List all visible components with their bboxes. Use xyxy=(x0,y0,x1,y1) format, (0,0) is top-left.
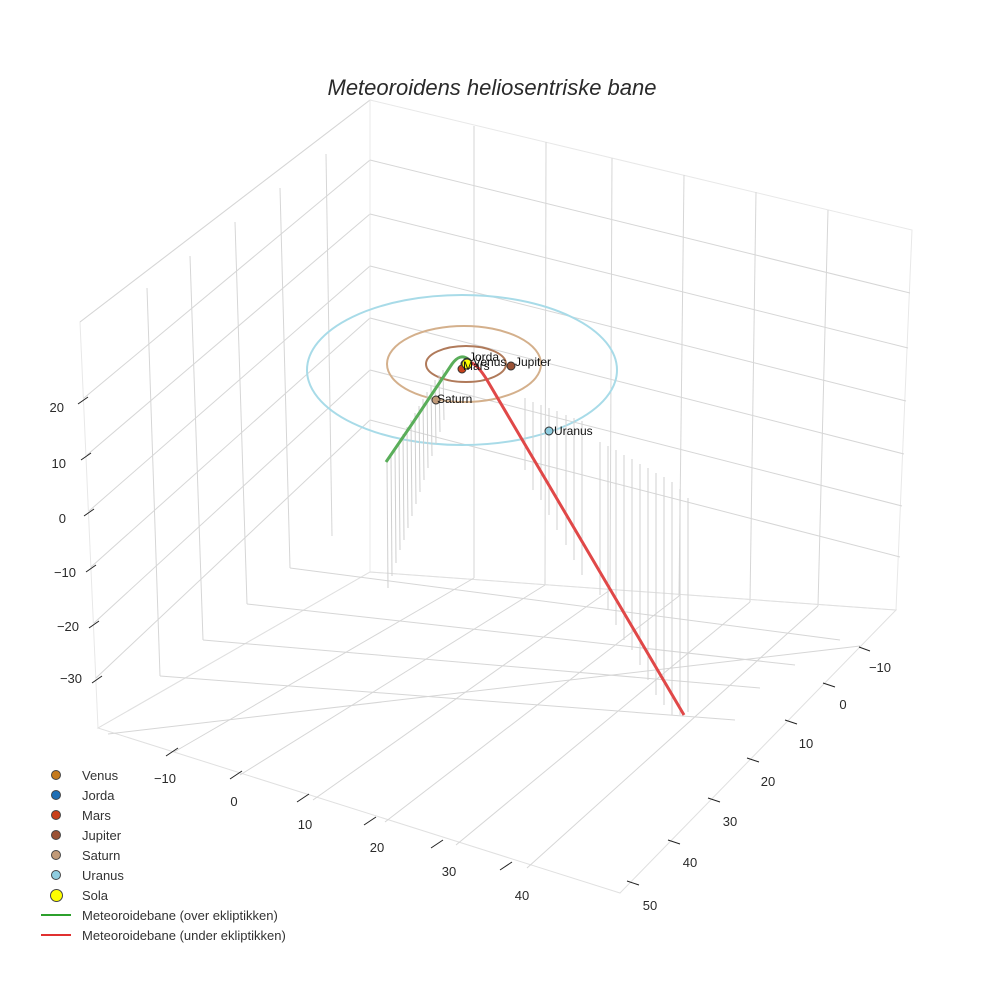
svg-text:50: 50 xyxy=(643,898,657,913)
legend-label: Meteoroidebane (over ekliptikken) xyxy=(82,907,278,923)
jupiter-legend-icon xyxy=(51,830,61,840)
sola-marker xyxy=(461,358,473,370)
svg-text:0: 0 xyxy=(230,794,237,809)
uranus-marker xyxy=(544,426,554,436)
green-line-legend-icon xyxy=(41,914,71,916)
svg-text:Mars: Mars xyxy=(463,359,490,373)
legend-label: Venus xyxy=(82,767,119,783)
legend-item-jorda[interactable]: Jorda xyxy=(36,785,286,805)
svg-text:0: 0 xyxy=(59,511,66,526)
svg-text:10: 10 xyxy=(799,736,813,751)
legend: Venus Jorda Mars Jupiter Saturn Uranus S… xyxy=(36,765,286,945)
svg-text:0: 0 xyxy=(839,697,846,712)
uranus-orbit xyxy=(306,294,618,446)
legend-item-trajectory-over[interactable]: Meteoroidebane (over ekliptikken) xyxy=(36,905,286,925)
svg-text:30: 30 xyxy=(442,864,456,879)
svg-text:10: 10 xyxy=(298,817,312,832)
planet-orbits xyxy=(306,294,618,446)
y-axis-labels: −10 0 10 20 30 40 50 xyxy=(643,660,891,913)
svg-text:40: 40 xyxy=(683,855,697,870)
back-right-wall-grid xyxy=(369,99,913,611)
svg-text:30: 30 xyxy=(723,814,737,829)
uranus-legend-icon xyxy=(51,870,61,880)
trajectory-under-ecliptic[interactable] xyxy=(469,360,686,716)
red-line-legend-icon xyxy=(41,934,71,936)
svg-text:−30: −30 xyxy=(60,671,82,686)
svg-text:−10: −10 xyxy=(154,771,176,786)
saturn-orbit xyxy=(386,325,542,403)
legend-label: Saturn xyxy=(82,847,121,863)
svg-text:−20: −20 xyxy=(57,619,79,634)
legend-item-uranus[interactable]: Uranus xyxy=(36,865,286,885)
planet-markers[interactable] xyxy=(431,357,554,436)
drop-lines-green xyxy=(386,369,445,589)
legend-label: Jorda xyxy=(82,787,115,803)
saturn-legend-icon xyxy=(51,850,61,860)
chart-title: Meteoroidens heliosentriske bane xyxy=(328,75,657,100)
svg-text:−10: −10 xyxy=(54,565,76,580)
venus-legend-icon xyxy=(51,770,61,780)
legend-item-venus[interactable]: Venus xyxy=(36,765,286,785)
legend-label: Uranus xyxy=(82,867,124,883)
saturn-marker xyxy=(431,395,441,405)
legend-label: Meteoroidebane (under ekliptikken) xyxy=(82,927,286,943)
legend-item-sola[interactable]: Sola xyxy=(36,885,286,905)
legend-item-mars[interactable]: Mars xyxy=(36,805,286,825)
axis-ticks xyxy=(77,396,871,886)
back-left-wall-grid xyxy=(79,98,371,729)
svg-text:Uranus: Uranus xyxy=(554,424,593,438)
svg-text:Venus: Venus xyxy=(473,355,506,369)
svg-text:Jupiter: Jupiter xyxy=(515,355,551,369)
legend-label: Sola xyxy=(82,887,109,903)
svg-text:20: 20 xyxy=(370,840,384,855)
mars-legend-icon xyxy=(51,810,61,820)
svg-text:20: 20 xyxy=(50,400,64,415)
svg-text:Jorda: Jorda xyxy=(469,350,499,364)
planet-labels: Jorda Venus Mars Jupiter Saturn Uranus xyxy=(437,350,593,438)
svg-text:40: 40 xyxy=(515,888,529,903)
legend-item-saturn[interactable]: Saturn xyxy=(36,845,286,865)
svg-text:−10: −10 xyxy=(869,660,891,675)
jupiter-orbit xyxy=(425,345,507,383)
legend-label: Jupiter xyxy=(82,827,122,843)
svg-text:20: 20 xyxy=(761,774,775,789)
z-axis-labels: 20 10 0 −10 −20 −30 xyxy=(50,400,82,686)
x-axis-labels: −10 0 10 20 30 40 xyxy=(154,771,529,903)
jupiter-marker xyxy=(506,361,516,371)
svg-text:10: 10 xyxy=(52,456,66,471)
legend-label: Mars xyxy=(82,807,111,823)
legend-item-jupiter[interactable]: Jupiter xyxy=(36,825,286,845)
drop-lines-red xyxy=(524,398,689,715)
floor-grid xyxy=(96,567,898,894)
svg-text:Saturn: Saturn xyxy=(437,392,472,406)
sola-legend-icon xyxy=(49,888,63,902)
jorda-legend-icon xyxy=(51,790,61,800)
legend-item-trajectory-under[interactable]: Meteoroidebane (under ekliptikken) xyxy=(36,925,286,945)
trajectory-over-ecliptic[interactable] xyxy=(384,355,469,463)
